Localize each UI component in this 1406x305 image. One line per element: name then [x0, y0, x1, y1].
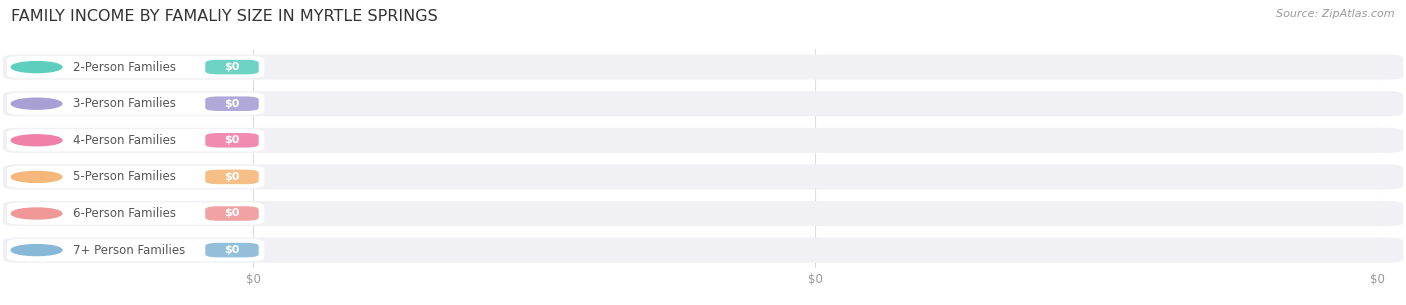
- Text: Source: ZipAtlas.com: Source: ZipAtlas.com: [1277, 9, 1395, 19]
- Text: 7+ Person Families: 7+ Person Families: [73, 244, 186, 257]
- Text: $0: $0: [225, 209, 239, 218]
- Text: $0: $0: [225, 99, 239, 109]
- Text: 6-Person Families: 6-Person Families: [73, 207, 176, 220]
- Text: 4-Person Families: 4-Person Families: [73, 134, 176, 147]
- Text: $0: $0: [225, 135, 239, 145]
- Text: $0: $0: [225, 62, 239, 72]
- Text: 3-Person Families: 3-Person Families: [73, 97, 176, 110]
- Text: 2-Person Families: 2-Person Families: [73, 61, 176, 74]
- Text: $0: $0: [225, 245, 239, 255]
- Text: FAMILY INCOME BY FAMALIY SIZE IN MYRTLE SPRINGS: FAMILY INCOME BY FAMALIY SIZE IN MYRTLE …: [11, 9, 439, 24]
- Text: $0: $0: [225, 172, 239, 182]
- Text: 5-Person Families: 5-Person Families: [73, 170, 176, 183]
